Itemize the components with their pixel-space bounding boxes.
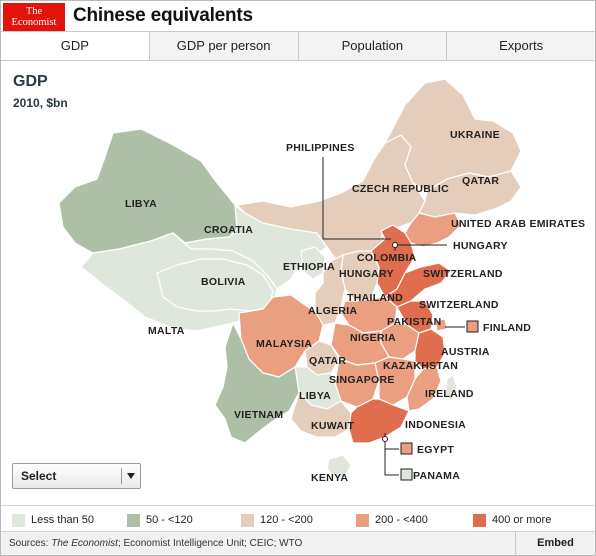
label-ethiopia: ETHIOPIA [283, 261, 335, 273]
map-title: GDP [13, 73, 48, 90]
sources-prefix: Sources: [9, 538, 52, 549]
legend-item-200-400: 200 - <400 [356, 513, 428, 527]
province-zhejiang[interactable] [414, 328, 446, 370]
map-area: LIBYA CROATIA BOLIVIA MALTA MALAYSIA VIE… [1, 61, 595, 505]
legend-swatch [12, 513, 25, 527]
chevron-down-icon [127, 473, 135, 479]
china-province-map: LIBYA CROATIA BOLIVIA MALTA MALAYSIA VIE… [58, 78, 585, 484]
sources-note: Sources: The Economist; Economist Intell… [9, 538, 302, 549]
province-hainan[interactable] [326, 454, 352, 478]
region-select[interactable]: Select [12, 463, 141, 489]
map-subtitle: 2010, $bn [13, 96, 68, 110]
label-thailand: THAILAND [347, 292, 403, 304]
label-indonesia: INDONESIA [405, 419, 466, 431]
label-kazakhstan: KAZAKHSTAN [383, 360, 458, 372]
hongkong-swatch[interactable] [400, 468, 413, 481]
label-uae: UNITED ARAB EMIRATES [451, 218, 585, 230]
logo-line-1: The [25, 6, 43, 17]
legend-swatch [473, 513, 486, 527]
label-czech-republic: CZECH REPUBLIC [352, 183, 449, 195]
label-singapore: SINGAPORE [329, 374, 395, 386]
label-croatia: CROATIA [204, 224, 253, 236]
hongkong-dot [382, 436, 388, 442]
legend-swatch [241, 513, 254, 527]
legend-item-120-200: 120 - <200 [241, 513, 313, 527]
label-austria: AUSTRIA [441, 346, 490, 358]
label-switzerland-jiangsu: SWITZERLAND [419, 299, 499, 311]
tab-population[interactable]: Population [297, 32, 447, 60]
tab-gdp[interactable]: GDP [1, 32, 149, 60]
label-finland: FINLAND [483, 322, 531, 334]
label-colombia: COLOMBIA [357, 252, 417, 264]
label-malaysia: MALAYSIA [256, 338, 312, 350]
label-nigeria: NIGERIA [350, 332, 396, 344]
legend-item-400plus: 400 or more [473, 513, 551, 527]
legend-item-50-120: 50 - <120 [127, 513, 193, 527]
label-malta: MALTA [148, 325, 185, 337]
label-algeria: ALGERIA [308, 305, 357, 317]
label-libya-guizhou: LIBYA [299, 390, 331, 402]
economist-logo: The Economist [3, 3, 65, 31]
label-libya-xinjiang: LIBYA [125, 198, 157, 210]
label-kenya: KENYA [311, 472, 348, 484]
tab-bar: GDP GDP per person Population Exports [1, 32, 595, 61]
embed-button[interactable]: Embed [515, 532, 595, 555]
label-vietnam: VIETNAM [234, 409, 283, 421]
legend-label: 400 or more [492, 514, 552, 526]
label-hungary-tianjin: HUNGARY [453, 240, 508, 252]
tab-gdp-per-person[interactable]: GDP per person [148, 32, 298, 60]
label-ukraine: UKRAINE [450, 129, 500, 141]
label-egypt: EGYPT [417, 444, 454, 456]
sources-italic: The Economist [51, 538, 118, 549]
label-pakistan: PAKISTAN [387, 316, 442, 328]
label-qatar-chongqing: QATAR [309, 355, 346, 367]
label-ireland: IRELAND [425, 388, 474, 400]
legend-label: 50 - <120 [146, 514, 193, 526]
legend-label: 200 - <400 [375, 514, 428, 526]
legend-swatch [356, 513, 369, 527]
shanghai-swatch[interactable] [466, 320, 479, 333]
province-shanghai[interactable] [434, 318, 448, 332]
label-hungary-shanxi: HUNGARY [339, 268, 394, 280]
legend: Less than 50 50 - <120 120 - <200 200 - … [1, 505, 595, 531]
label-switzerland-shandong: SWITZERLAND [423, 268, 503, 280]
tab-exports[interactable]: Exports [446, 32, 595, 60]
legend-swatch [127, 513, 140, 527]
legend-label: 120 - <200 [260, 514, 313, 526]
province-guangdong[interactable] [348, 398, 410, 444]
legend-label: Less than 50 [31, 514, 94, 526]
leader-panama [384, 439, 399, 476]
label-qatar-jilin: QATAR [462, 175, 499, 187]
logo-line-2: Economist [11, 17, 57, 28]
label-panama: PANAMA [413, 470, 460, 482]
legend-item-lt50: Less than 50 [12, 513, 94, 527]
leader-philippines [322, 157, 391, 240]
graphic-title: Chinese equivalents [73, 5, 253, 26]
beijing-dot [392, 242, 398, 248]
macau-swatch[interactable] [400, 442, 413, 455]
province-shaanxi[interactable] [314, 254, 346, 326]
label-philippines: PHILIPPINES [286, 142, 355, 154]
select-label: Select [21, 469, 57, 483]
province-yunnan[interactable] [214, 322, 300, 444]
label-bolivia: BOLIVIA [201, 276, 246, 288]
province-taiwan[interactable] [444, 374, 458, 402]
footer: Sources: The Economist; Economist Intell… [1, 531, 595, 555]
label-kuwait: KUWAIT [311, 420, 354, 432]
sources-rest: ; Economist Intelligence Unit; CEIC; WTO [117, 538, 303, 549]
select-divider [121, 468, 122, 484]
province-fujian[interactable] [406, 366, 442, 412]
header: The Economist Chinese equivalents [1, 1, 595, 32]
province-liaoning[interactable] [404, 212, 462, 248]
